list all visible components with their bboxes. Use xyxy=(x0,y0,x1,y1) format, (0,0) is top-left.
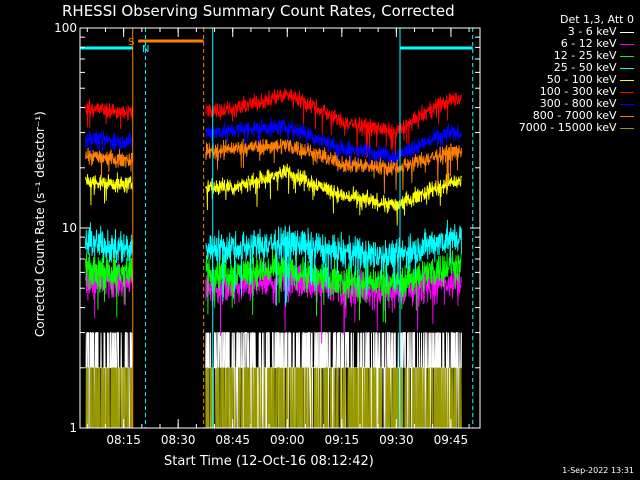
legend-label: 6 - 12 keV xyxy=(560,37,620,50)
legend-label: 7000 - 15000 keV xyxy=(518,121,620,134)
legend-entry-7: 800 - 7000 keV xyxy=(484,110,634,122)
legend-entry-0: 3 - 6 keV xyxy=(484,26,634,38)
flag-label-0: S xyxy=(128,37,134,48)
x-axis-label: Start Time (12-Oct-16 08:12:42) xyxy=(164,454,374,469)
legend-swatch xyxy=(620,91,634,93)
legend-swatch xyxy=(620,67,634,69)
series-line-7 xyxy=(85,138,462,194)
flag-label-1: N xyxy=(142,44,149,55)
legend-entry-1: 6 - 12 keV xyxy=(484,38,634,50)
y-tick-label-0: 1 xyxy=(69,421,77,435)
legend-entry-4: 50 - 100 keV xyxy=(484,74,634,86)
legend-swatch xyxy=(620,115,634,117)
x-tick-label-1: 08:30 xyxy=(161,433,196,447)
legend-swatch xyxy=(620,31,634,33)
legend-label: 50 - 100 keV xyxy=(546,73,620,86)
legend-swatch xyxy=(620,79,634,81)
series-line-3 xyxy=(85,219,462,307)
chart-title: RHESSI Observing Summary Count Rates, Co… xyxy=(62,2,455,20)
series-line-2 xyxy=(85,247,462,324)
legend-label: 12 - 25 keV xyxy=(553,49,620,62)
legend-label: 300 - 800 keV xyxy=(539,97,620,110)
legend-label: 25 - 50 keV xyxy=(553,61,620,74)
legend-label: 3 - 6 keV xyxy=(567,25,620,38)
legend-entry-3: 25 - 50 keV xyxy=(484,62,634,74)
legend-swatch xyxy=(620,55,634,57)
legend-header: Det 1,3, Att 0 xyxy=(560,13,634,26)
datestamp: 1-Sep-2022 13:31 xyxy=(562,466,634,475)
x-tick-label-5: 09:30 xyxy=(379,433,414,447)
legend-swatch xyxy=(620,127,634,129)
x-tick-label-2: 08:45 xyxy=(215,433,250,447)
legend-swatch xyxy=(620,43,634,45)
x-tick-label-4: 09:15 xyxy=(325,433,360,447)
legend: Det 1,3, Att 0 3 - 6 keV 6 - 12 keV 12 -… xyxy=(484,14,634,134)
y-tick-label-2: 100 xyxy=(54,21,77,35)
x-tick-label-3: 09:00 xyxy=(270,433,305,447)
legend-entry-6: 300 - 800 keV xyxy=(484,98,634,110)
series-line-8 xyxy=(85,367,462,429)
legend-label: 800 - 7000 keV xyxy=(532,109,620,122)
series-line-6 xyxy=(85,116,462,174)
legend-swatch xyxy=(620,103,634,105)
legend-label: 100 - 300 keV xyxy=(539,85,620,98)
x-tick-label-6: 09:45 xyxy=(434,433,469,447)
legend-entry-8: 7000 - 15000 keV xyxy=(484,122,634,134)
y-tick-label-1: 10 xyxy=(62,221,77,235)
series-line-4 xyxy=(85,163,462,226)
legend-entry-5: 100 - 300 keV xyxy=(484,86,634,98)
legend-entry-2: 12 - 25 keV xyxy=(484,50,634,62)
x-tick-label-0: 08:15 xyxy=(106,433,141,447)
series-line-5 xyxy=(85,87,462,159)
